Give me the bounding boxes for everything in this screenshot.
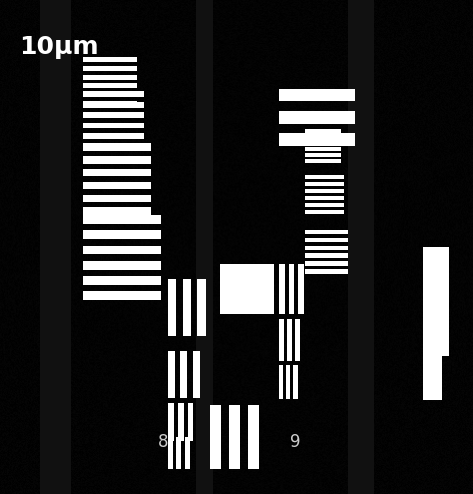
Bar (83, 123, 144, 128)
Bar (193, 351, 200, 398)
Bar (305, 135, 341, 139)
Bar (83, 215, 161, 224)
Bar (305, 129, 341, 133)
Bar (83, 102, 144, 108)
Bar (305, 238, 348, 242)
Bar (305, 269, 348, 274)
Bar (83, 75, 137, 80)
Bar (305, 153, 341, 157)
Bar (305, 196, 344, 200)
Bar (176, 437, 181, 469)
Bar (83, 133, 144, 139)
Bar (83, 92, 137, 97)
Bar (83, 246, 161, 254)
Bar (305, 141, 341, 145)
Bar (423, 356, 442, 400)
Bar (279, 89, 355, 101)
Bar (305, 182, 344, 186)
Bar (196, 0, 213, 494)
Bar (83, 291, 161, 300)
Bar (286, 365, 290, 399)
Bar (83, 101, 137, 106)
Bar (178, 403, 184, 441)
Bar (168, 351, 175, 398)
Bar (83, 261, 161, 270)
Text: 9: 9 (290, 433, 301, 451)
Bar (279, 365, 283, 399)
Bar (40, 0, 71, 494)
Bar (295, 319, 300, 361)
Bar (188, 403, 193, 441)
Bar (83, 276, 161, 285)
Bar (168, 279, 176, 336)
Bar (248, 405, 259, 469)
Bar (220, 264, 274, 314)
Bar (423, 287, 442, 336)
Bar (293, 365, 298, 399)
Bar (83, 143, 144, 149)
Bar (185, 437, 190, 469)
Bar (83, 195, 151, 202)
Bar (305, 189, 344, 193)
Bar (210, 405, 221, 469)
Bar (305, 210, 344, 214)
Bar (83, 156, 151, 164)
Bar (305, 203, 344, 207)
Bar (83, 91, 144, 97)
Bar (279, 133, 355, 146)
Bar (279, 264, 285, 314)
Bar (83, 207, 151, 215)
Bar (279, 111, 355, 124)
Bar (348, 0, 374, 494)
Bar (83, 230, 161, 239)
Bar (289, 264, 294, 314)
Bar (168, 403, 174, 441)
Text: 8: 8 (158, 433, 168, 451)
Bar (305, 147, 341, 151)
Bar (168, 437, 173, 469)
Bar (83, 143, 151, 151)
Bar (180, 351, 187, 398)
Bar (305, 230, 348, 234)
Bar (305, 261, 348, 266)
Bar (229, 405, 240, 469)
Bar (305, 175, 344, 179)
Text: 10μm: 10μm (19, 35, 98, 59)
Bar (197, 279, 206, 336)
Bar (305, 253, 348, 258)
Bar (287, 319, 292, 361)
Bar (83, 182, 151, 189)
Bar (305, 159, 341, 163)
Bar (83, 112, 144, 118)
Bar (423, 247, 449, 356)
Bar (298, 264, 304, 314)
Bar (183, 279, 191, 336)
Bar (83, 169, 151, 176)
Bar (305, 246, 348, 250)
Bar (279, 319, 284, 361)
Bar (83, 66, 137, 71)
Bar (83, 57, 137, 62)
Bar (83, 83, 137, 88)
